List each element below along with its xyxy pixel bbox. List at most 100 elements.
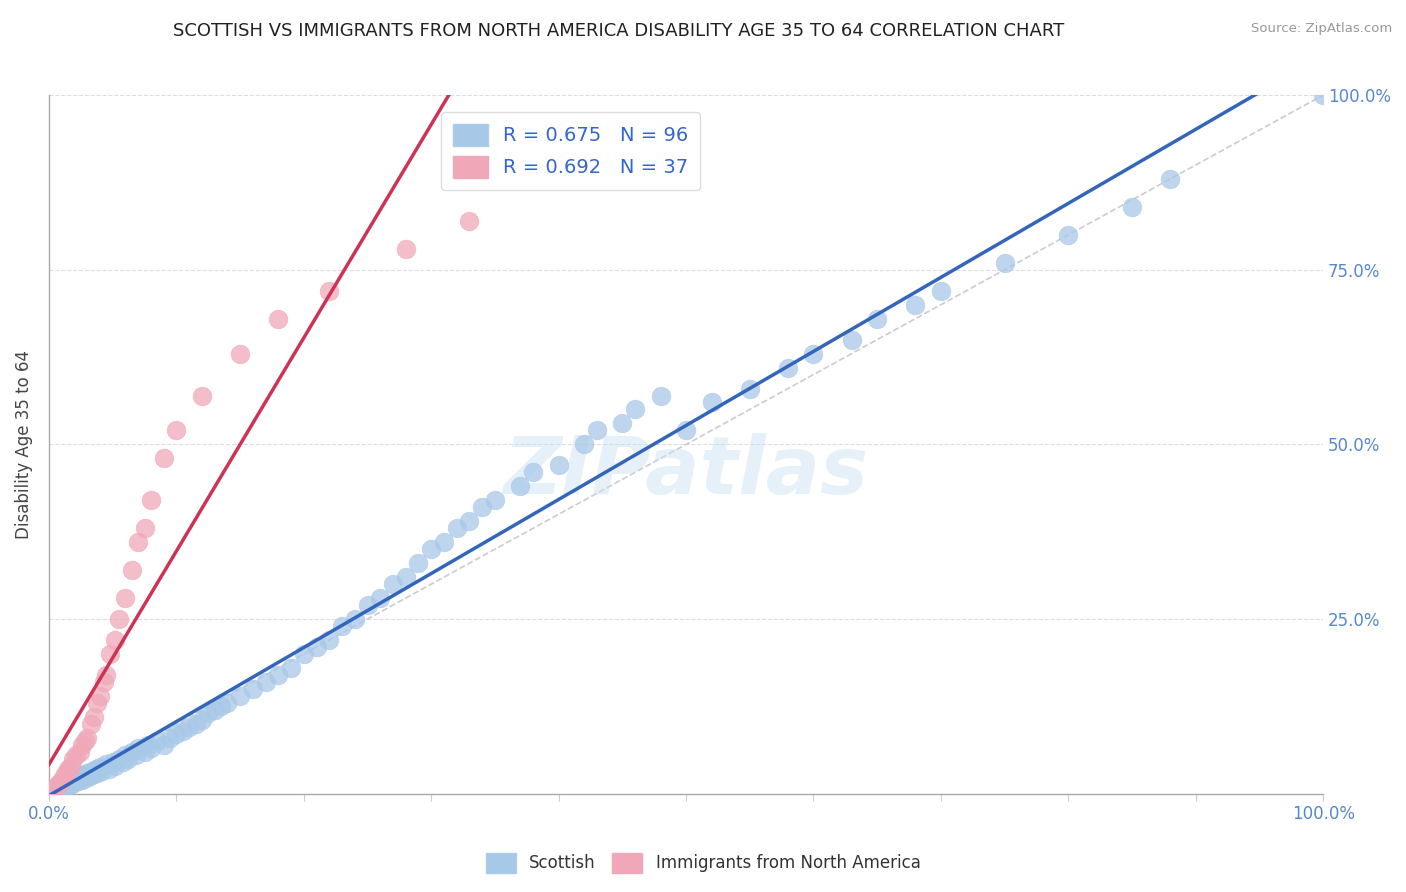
Point (152, 738, 174, 752)
Point (73, 734, 96, 748)
Point (866, 311, 889, 326)
Point (572, 437, 595, 451)
Point (1057, 227, 1080, 242)
Point (446, 521, 468, 535)
Point (111, 756, 134, 770)
Point (96, 757, 118, 772)
Legend: Scottish, Immigrants from North America: Scottish, Immigrants from North America (479, 847, 927, 880)
Point (522, 466, 544, 480)
Text: Source: ZipAtlas.com: Source: ZipAtlas.com (1251, 22, 1392, 36)
Point (97, 762, 120, 776)
Point (1312, 88, 1334, 103)
Point (58, 778, 80, 792)
Point (89, 689, 111, 703)
Point (89, 760, 111, 774)
Point (62, 772, 84, 787)
Point (994, 256, 1017, 270)
Point (1159, 172, 1181, 186)
Point (75, 772, 97, 786)
Point (56, 776, 79, 790)
Point (184, 716, 207, 731)
Point (803, 346, 825, 360)
Point (280, 661, 302, 675)
Point (254, 674, 277, 689)
Point (165, 424, 187, 438)
Point (98, 647, 121, 661)
Point (44, 783, 66, 797)
Point (209, 699, 232, 714)
Point (509, 479, 531, 493)
Point (42, 783, 65, 797)
Point (82, 764, 104, 779)
Point (63, 775, 86, 789)
Point (76, 731, 98, 745)
Point (134, 521, 156, 535)
Point (318, 284, 340, 298)
Point (70, 738, 93, 752)
Point (242, 681, 264, 696)
Point (165, 727, 187, 741)
Point (138, 738, 160, 752)
Point (108, 752, 131, 766)
Point (650, 388, 672, 402)
Point (172, 723, 194, 738)
Legend: R = 0.675   N = 96, R = 0.692   N = 37: R = 0.675 N = 96, R = 0.692 N = 37 (441, 112, 700, 190)
Point (48, 782, 70, 797)
Point (84, 762, 107, 776)
Point (53, 778, 76, 792)
Point (356, 598, 378, 612)
Point (929, 284, 952, 298)
Point (65, 748, 87, 763)
Point (121, 563, 143, 577)
Point (114, 591, 136, 605)
Text: SCOTTISH VS IMMIGRANTS FROM NORTH AMERICA DISABILITY AGE 35 TO 64 CORRELATION CH: SCOTTISH VS IMMIGRANTS FROM NORTH AMERIC… (173, 22, 1064, 40)
Y-axis label: Disability Age 35 to 64: Disability Age 35 to 64 (15, 350, 32, 539)
Point (471, 500, 494, 515)
Point (51, 781, 73, 796)
Point (59, 758, 82, 772)
Point (547, 458, 569, 473)
Point (738, 382, 761, 396)
Point (179, 720, 201, 734)
Point (127, 741, 149, 756)
Point (55, 765, 77, 780)
Point (134, 745, 156, 759)
Point (1121, 200, 1143, 214)
Point (80, 716, 103, 731)
Text: ZIPatlas: ZIPatlas (503, 434, 869, 511)
Point (124, 748, 146, 763)
Point (55, 780, 77, 794)
Point (127, 535, 149, 549)
Point (292, 647, 315, 661)
Point (46, 781, 69, 796)
Point (117, 752, 139, 766)
Point (197, 706, 219, 721)
Point (675, 424, 697, 438)
Point (86, 696, 108, 710)
Point (121, 745, 143, 759)
Point (70, 772, 93, 787)
Point (330, 619, 353, 633)
Point (66, 772, 89, 786)
Point (69, 745, 91, 759)
Point (139, 493, 162, 508)
Point (420, 542, 443, 557)
Point (60, 777, 83, 791)
Point (83, 767, 105, 781)
Point (229, 346, 252, 360)
Point (624, 402, 647, 417)
Point (343, 612, 366, 626)
Point (86, 765, 108, 780)
Point (79, 769, 101, 783)
Point (267, 311, 290, 326)
Point (53, 769, 76, 783)
Point (83, 710, 105, 724)
Point (96, 668, 118, 682)
Point (458, 214, 481, 228)
Point (69, 769, 91, 783)
Point (318, 632, 340, 647)
Point (46, 778, 69, 792)
Point (776, 360, 799, 375)
Point (139, 741, 162, 756)
Point (368, 591, 391, 605)
